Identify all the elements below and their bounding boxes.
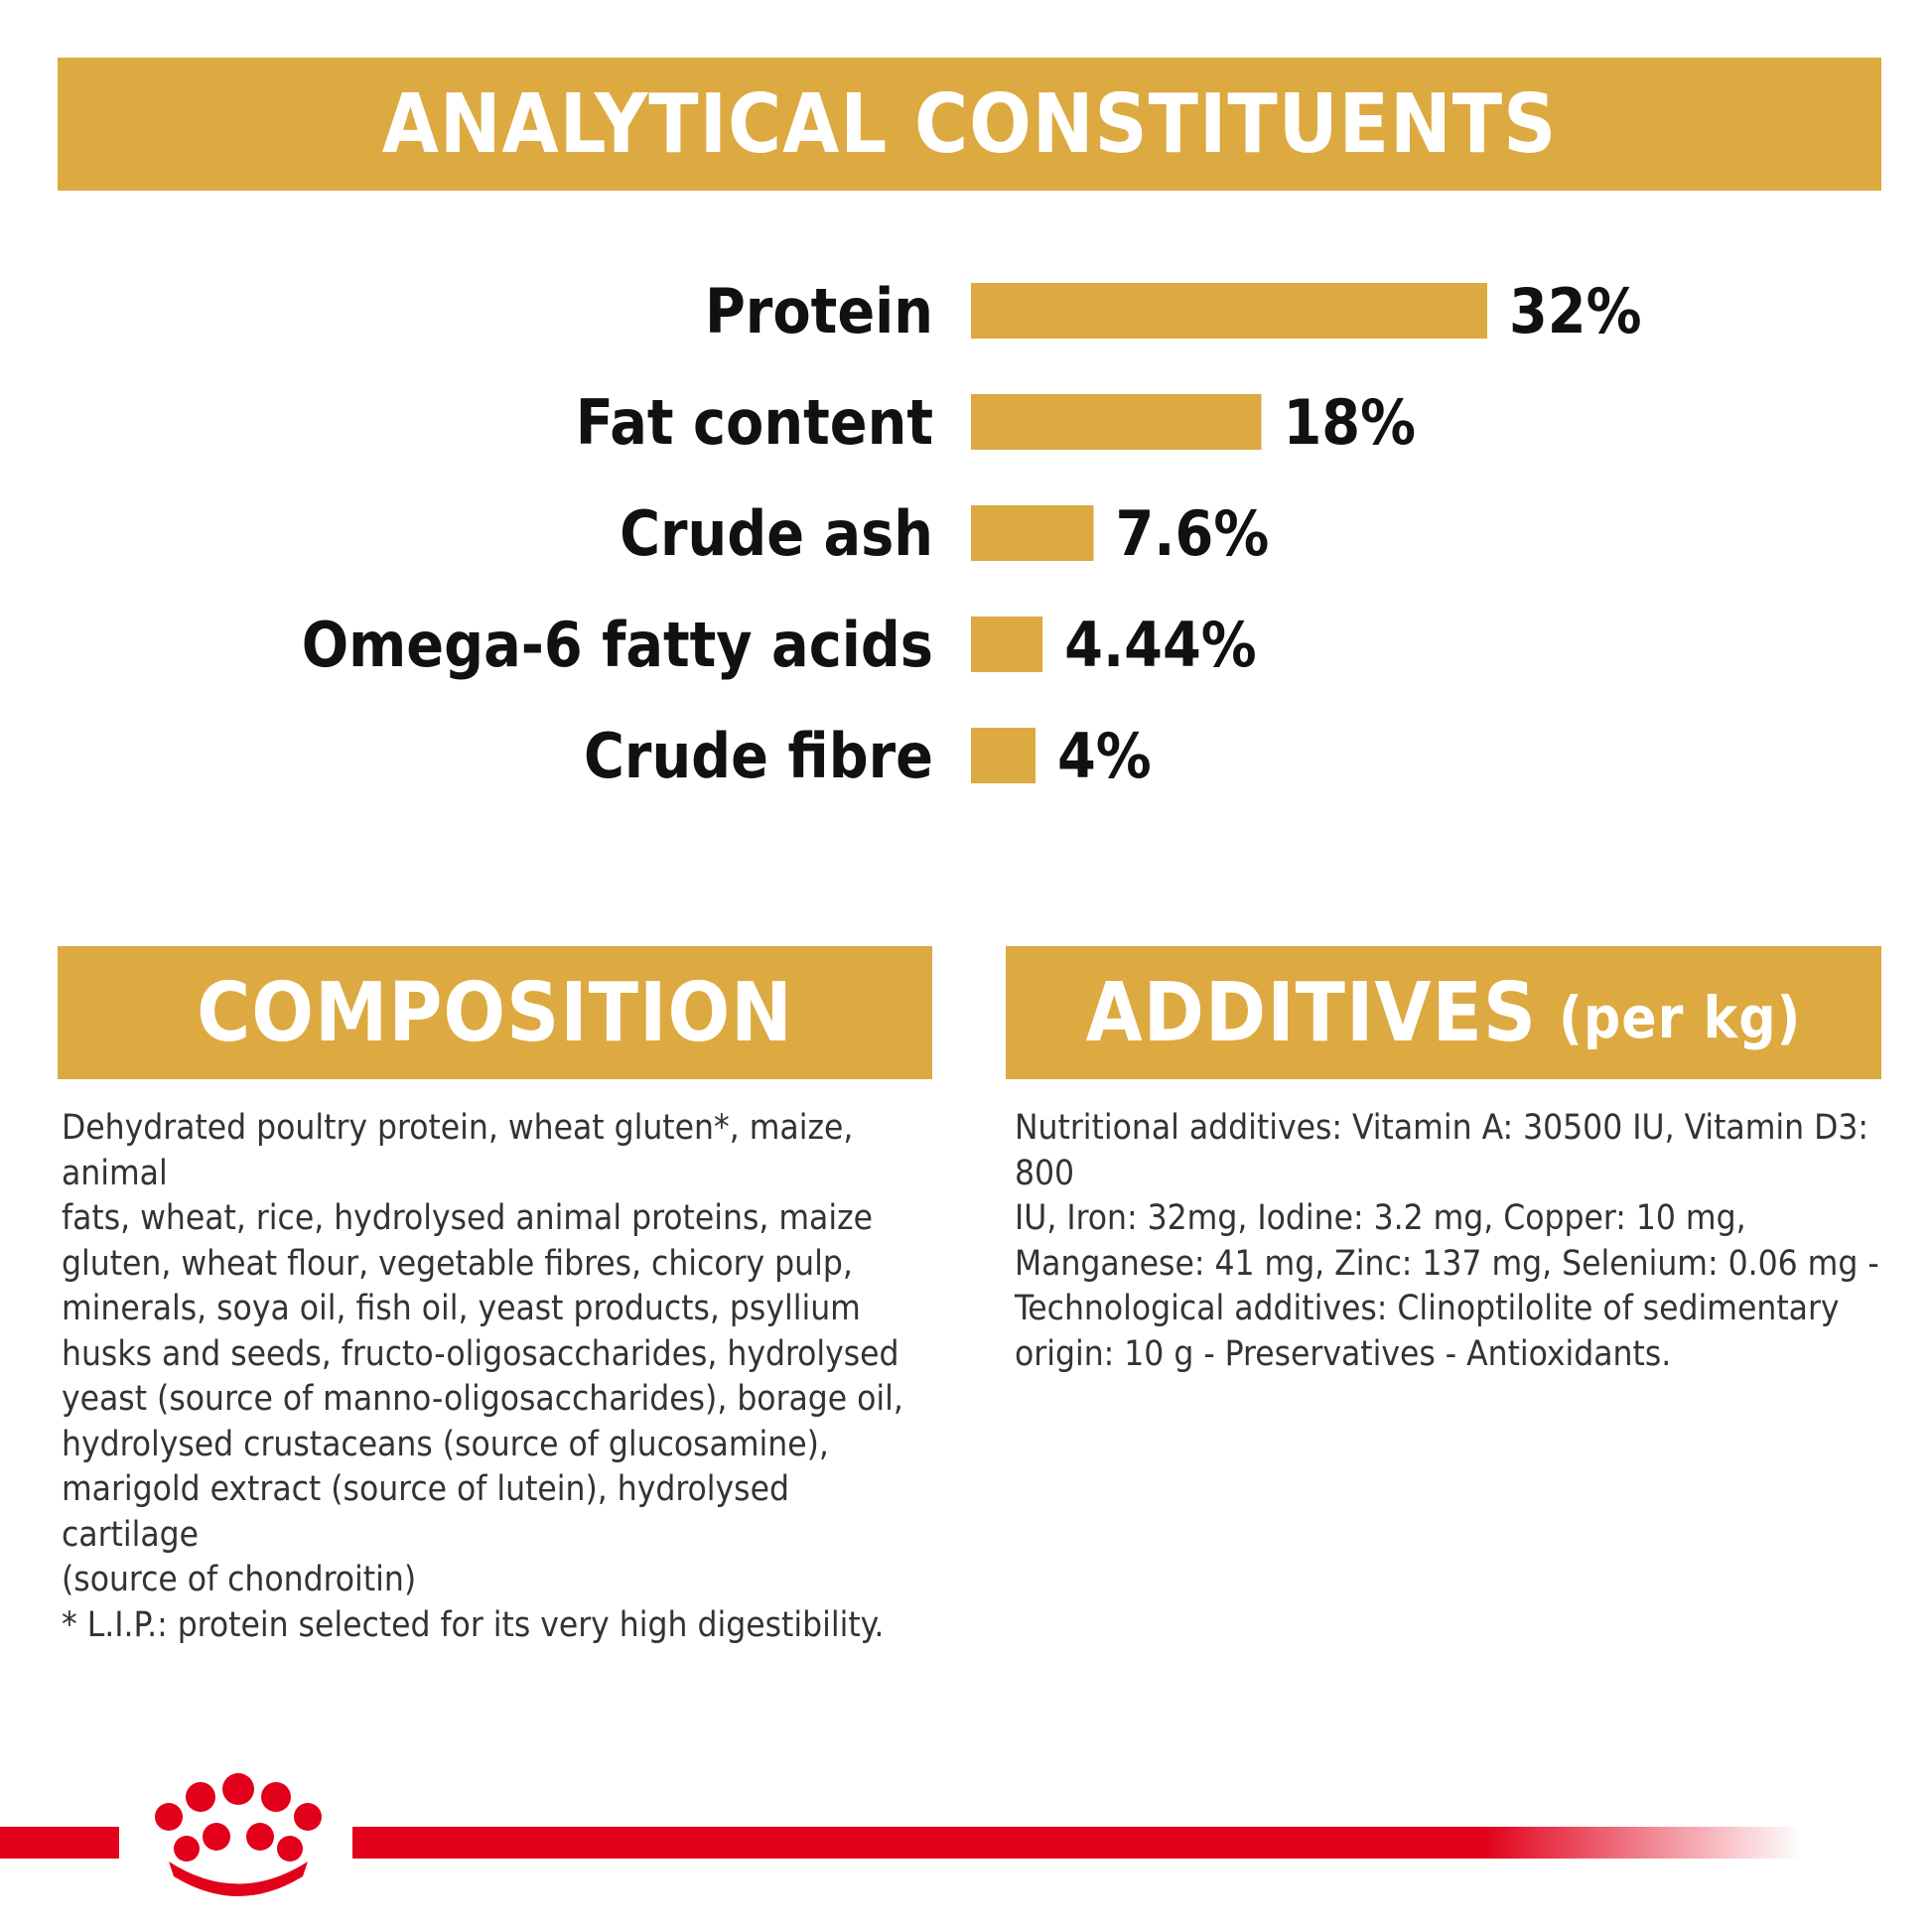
bar-label-0: Protein: [705, 275, 933, 347]
composition-text: Dehydrated poultry protein, wheat gluten…: [62, 1108, 903, 1645]
bar-1: [971, 394, 1262, 450]
bar-value-0: 32%: [1509, 275, 1642, 347]
additives-title: ADDITIVES: [1085, 965, 1538, 1060]
bar-label-2: Crude ash: [620, 497, 933, 570]
bar-value-1: 18%: [1284, 386, 1417, 459]
bar-value-2: 7.6%: [1116, 497, 1270, 570]
analytical-constituents-banner: ANALYTICAL CONSTITUENTS: [58, 58, 1881, 191]
bar-value-4: 4%: [1057, 720, 1152, 792]
composition-banner: COMPOSITION: [58, 946, 932, 1079]
composition-title: COMPOSITION: [197, 965, 793, 1060]
additives-text: Nutritional additives: Vitamin A: 30500 …: [1015, 1108, 1879, 1374]
bar-2: [971, 505, 1094, 561]
bar-label-4: Crude fibre: [584, 720, 933, 792]
footer-red-stripe: [0, 1827, 1802, 1859]
crown-logo-icon: [155, 1773, 322, 1896]
additives-unit: (per kg): [1559, 984, 1802, 1051]
bar-label-3: Omega-6 fatty acids: [302, 609, 933, 681]
bar-3: [971, 617, 1043, 672]
nutrient-bar-chart: Protein 32% Fat content 18% Crude ash 7.6% Ome…: [302, 275, 1642, 792]
bar-0: [971, 283, 1487, 339]
bar-label-1: Fat content: [576, 386, 933, 459]
analytical-constituents-title: ANALYTICAL CONSTITUENTS: [381, 76, 1558, 172]
additives-banner: ADDITIVES (per kg): [1006, 946, 1881, 1079]
bar-value-3: 4.44%: [1064, 609, 1257, 681]
bar-4: [971, 728, 1035, 783]
